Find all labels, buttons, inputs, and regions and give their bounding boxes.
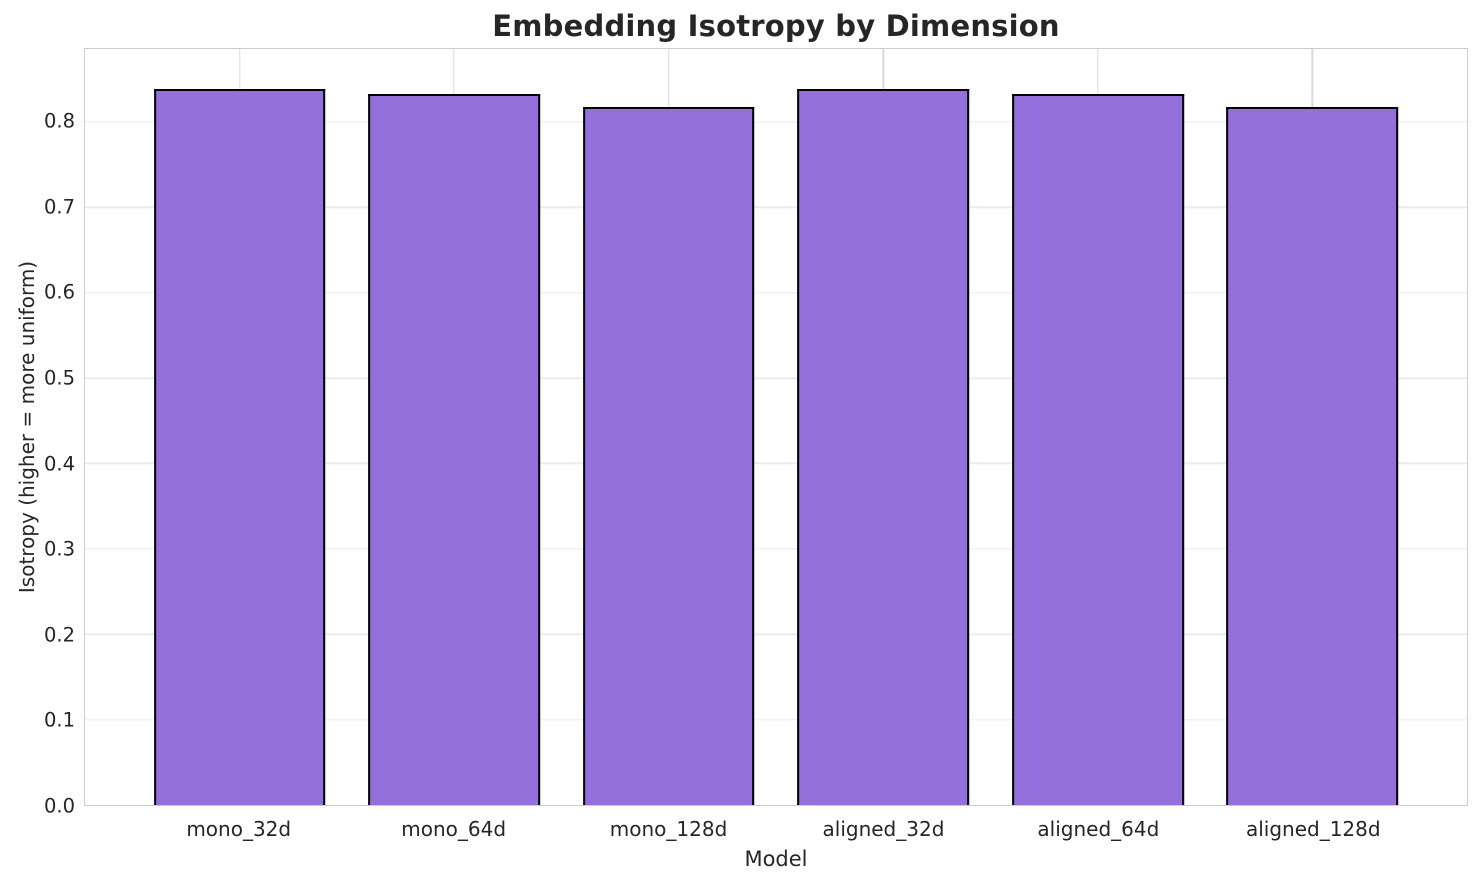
bar-aligned_64d: [1012, 93, 1184, 805]
h-gridline: [85, 548, 1467, 550]
y-tick-label: 0.3: [43, 537, 75, 561]
h-gridline: [85, 292, 1467, 294]
y-tick-label: 0.5: [43, 366, 75, 390]
y-tick-label: 0.4: [43, 452, 75, 476]
h-gridline: [85, 377, 1467, 379]
x-tick-label: mono_32d: [186, 817, 292, 841]
x-axis-label: Model: [744, 847, 808, 871]
h-gridline: [85, 121, 1467, 123]
x-tick-label: mono_64d: [401, 817, 507, 841]
h-gridline: [85, 462, 1467, 465]
chart-title: Embedding Isotropy by Dimension: [492, 9, 1060, 43]
h-gridline: [85, 633, 1467, 635]
bar-aligned_32d: [797, 88, 970, 805]
y-tick-label: 0.6: [43, 280, 75, 304]
bar-mono_32d: [153, 88, 326, 805]
bar-mono_64d: [368, 93, 540, 805]
y-tick-label: 0.1: [43, 708, 75, 732]
y-tick-label: 0.7: [43, 195, 75, 219]
bar-mono_128d: [582, 107, 755, 805]
x-tick-label: aligned_32d: [822, 817, 945, 841]
plot-area: [84, 48, 1468, 806]
bar-aligned_128d: [1226, 107, 1399, 805]
h-gridline: [85, 206, 1467, 209]
x-tick-label: aligned_128d: [1245, 817, 1381, 841]
x-axis-tick-labels: mono_32d mono_64d mono_128d aligned_32d alig…: [84, 817, 1468, 843]
x-tick-label: aligned_64d: [1037, 817, 1160, 841]
x-tick-label: mono_128d: [609, 817, 728, 841]
y-tick-label: 0.2: [43, 623, 75, 647]
y-tick-label: 0.8: [43, 109, 75, 133]
h-gridline: [85, 718, 1467, 721]
y-axis-tick-labels: 0.0 0.1 0.2 0.3 0.4 0.5 0.6 0.7 0.8: [0, 48, 75, 818]
y-tick-label: 0.0: [43, 794, 75, 818]
